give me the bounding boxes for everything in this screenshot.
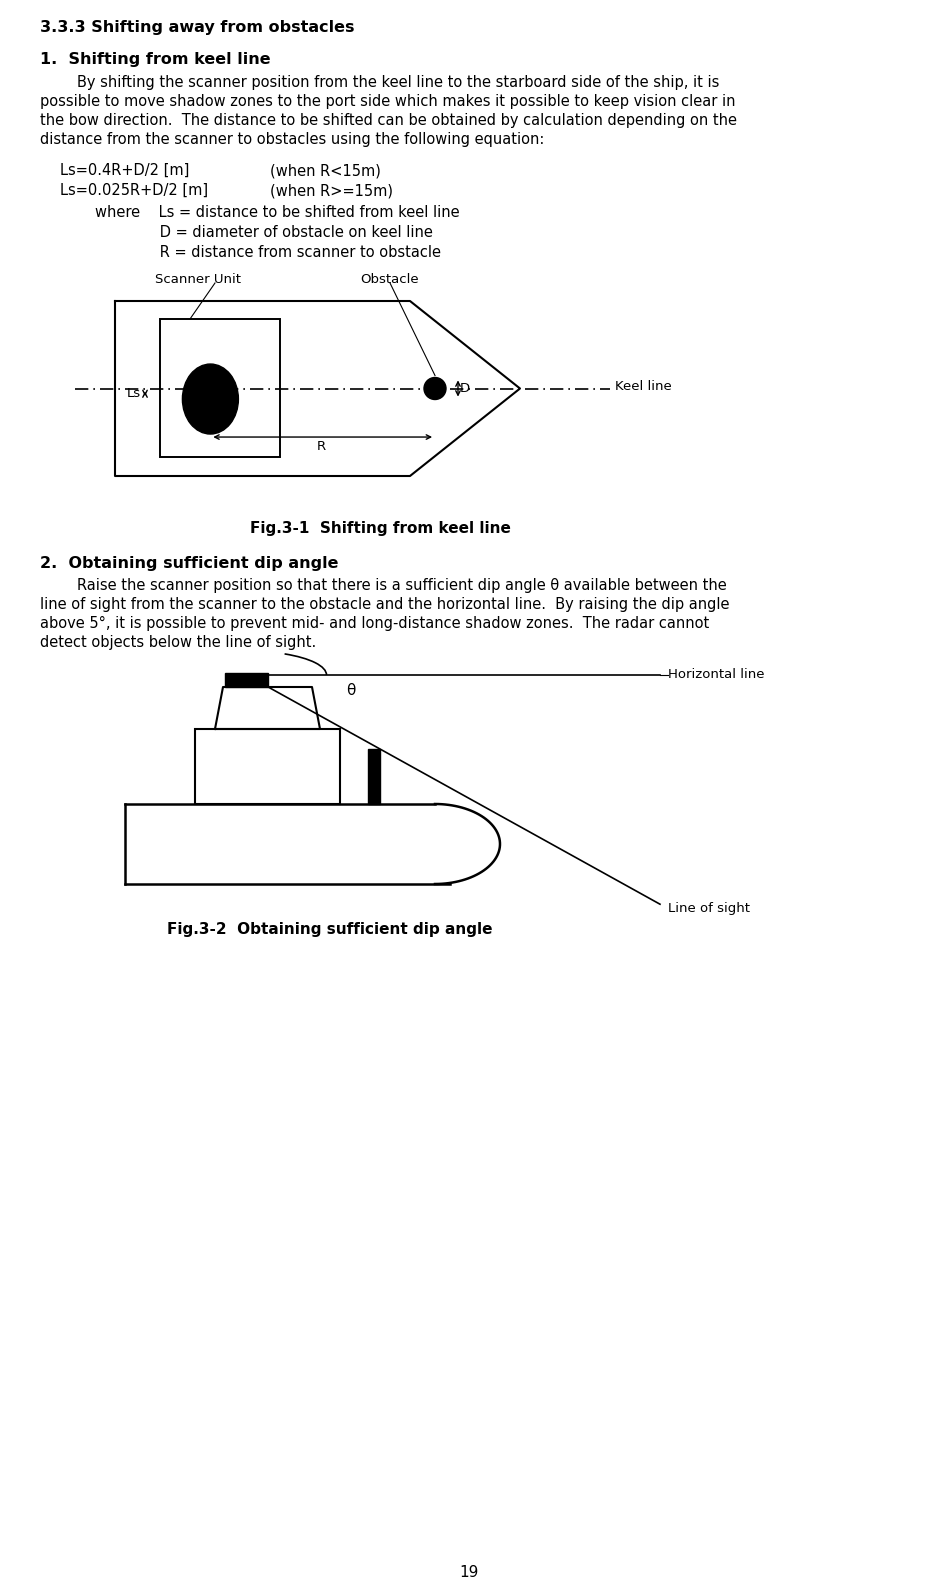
Text: (when R<15m): (when R<15m) bbox=[270, 163, 381, 178]
Text: Raise the scanner position so that there is a sufficient dip angle θ available b: Raise the scanner position so that there… bbox=[40, 579, 727, 593]
Bar bbox=[160, 319, 280, 456]
Text: D: D bbox=[460, 382, 470, 395]
Text: Obstacle: Obstacle bbox=[360, 273, 418, 285]
Text: 2.  Obtaining sufficient dip angle: 2. Obtaining sufficient dip angle bbox=[40, 556, 339, 571]
Text: 19: 19 bbox=[460, 1564, 478, 1580]
Text: 1.  Shifting from keel line: 1. Shifting from keel line bbox=[40, 52, 271, 67]
Text: the bow direction.  The distance to be shifted can be obtained by calculation de: the bow direction. The distance to be sh… bbox=[40, 113, 737, 128]
Text: Fig.3-1  Shifting from keel line: Fig.3-1 Shifting from keel line bbox=[250, 521, 510, 536]
Text: distance from the scanner to obstacles using the following equation:: distance from the scanner to obstacles u… bbox=[40, 132, 544, 147]
Text: (when R>=15m): (when R>=15m) bbox=[270, 182, 393, 198]
Text: line of sight from the scanner to the obstacle and the horizontal line.  By rais: line of sight from the scanner to the ob… bbox=[40, 598, 730, 612]
Text: θ: θ bbox=[346, 683, 356, 697]
Bar bbox=[195, 729, 340, 804]
Text: Scanner Unit: Scanner Unit bbox=[155, 273, 241, 285]
Ellipse shape bbox=[182, 365, 238, 434]
Bar bbox=[225, 674, 268, 686]
Text: above 5°, it is possible to prevent mid- and long-distance shadow zones.  The ra: above 5°, it is possible to prevent mid-… bbox=[40, 617, 709, 631]
Text: Horizontal line: Horizontal line bbox=[668, 667, 764, 682]
Text: 3.3.3 Shifting away from obstacles: 3.3.3 Shifting away from obstacles bbox=[40, 21, 355, 35]
Text: where    Ls = distance to be shifted from keel line: where Ls = distance to be shifted from k… bbox=[95, 204, 460, 220]
Bar bbox=[368, 750, 380, 804]
Circle shape bbox=[424, 377, 446, 399]
Text: D = diameter of obstacle on keel line: D = diameter of obstacle on keel line bbox=[95, 225, 432, 239]
Text: R = distance from scanner to obstacle: R = distance from scanner to obstacle bbox=[95, 246, 441, 260]
Text: Ls=0.4R+D/2 [m]: Ls=0.4R+D/2 [m] bbox=[60, 163, 189, 178]
Text: detect objects below the line of sight.: detect objects below the line of sight. bbox=[40, 636, 316, 650]
Text: Ls: Ls bbox=[127, 387, 141, 399]
Text: possible to move shadow zones to the port side which makes it possible to keep v: possible to move shadow zones to the por… bbox=[40, 94, 735, 109]
Text: Fig.3-2  Obtaining sufficient dip angle: Fig.3-2 Obtaining sufficient dip angle bbox=[167, 922, 492, 937]
Text: R: R bbox=[317, 441, 325, 453]
Text: By shifting the scanner position from the keel line to the starboard side of the: By shifting the scanner position from th… bbox=[40, 74, 719, 90]
Text: Ls=0.025R+D/2 [m]: Ls=0.025R+D/2 [m] bbox=[60, 182, 208, 198]
Text: Line of sight: Line of sight bbox=[668, 902, 750, 915]
Text: Keel line: Keel line bbox=[615, 380, 672, 393]
